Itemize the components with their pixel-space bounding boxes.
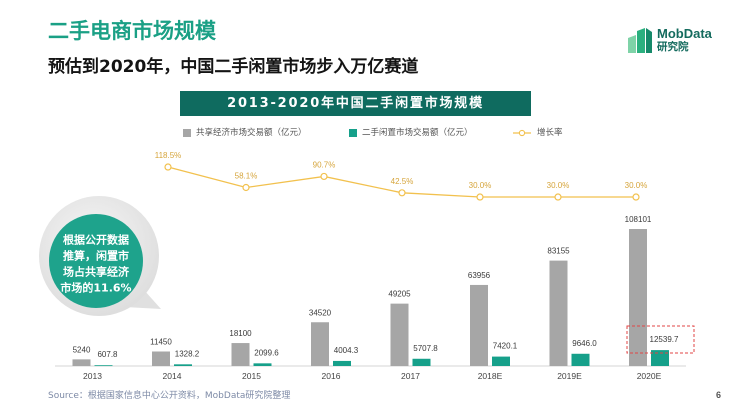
data-label-shared-economy-2019E: 83155 [547, 247, 570, 256]
legend-item-second-hand: 二手闲置市场交易额（亿元） [349, 127, 473, 139]
chart-title-banner: 2013-2020年中国二手闲置市场规模 [180, 91, 531, 116]
bar-second-hand-2017 [412, 358, 431, 366]
bar-shared-economy-2014 [152, 351, 170, 366]
legend-swatch-teal [349, 129, 357, 137]
data-label-second-hand-2013: 607.8 [97, 350, 118, 359]
bar-second-hand-2016 [333, 360, 351, 366]
data-label-shared-economy-2015: 18100 [229, 329, 252, 338]
x-tick-label-2015: 2015 [242, 371, 261, 381]
growth-label-2019E: 30.0% [547, 181, 570, 190]
growth-point-2017 [398, 189, 406, 197]
legend-item-growth-rate: 增长率 [513, 127, 563, 139]
data-label-shared-economy-2017: 49205 [388, 290, 411, 299]
logo-brand: MobData [657, 26, 712, 41]
data-label-second-hand-2014: 1328.2 [175, 349, 200, 358]
growth-point-2018E [476, 193, 484, 201]
growth-label-2015: 58.1% [235, 172, 258, 181]
bar-shared-economy-2017 [390, 303, 409, 366]
x-tick-label-2020E: 2020E [637, 371, 662, 381]
legend-swatch-gray [183, 129, 191, 137]
highlight-dashed-box [626, 325, 695, 354]
data-label-shared-economy-2020E: 108101 [625, 215, 652, 224]
callout-inner-circle [49, 214, 143, 308]
legend-swatch-line [513, 129, 531, 137]
callout-line: 推算，闲置市 [63, 249, 129, 263]
x-tick-label-2017: 2017 [401, 371, 420, 381]
growth-label-2018E: 30.0% [469, 181, 492, 190]
legend-marker [518, 129, 526, 137]
slide-subtitle: 预估到2020年，中国二手闲置市场步入万亿赛道 [48, 57, 419, 77]
data-label-second-hand-2020E: 12539.7 [650, 335, 679, 344]
growth-point-2014 [164, 163, 172, 171]
growth-label-2020E: 30.0% [625, 181, 648, 190]
growth-label-2016: 90.7% [313, 160, 336, 169]
legend-item-shared-economy: 共享经济市场交易额（亿元） [183, 127, 307, 139]
footer-source: Source：根据国家信息中心公开资料，MobData研究院整理 [48, 391, 291, 401]
data-label-second-hand-2015: 2099.6 [254, 348, 279, 357]
logo-sub: 研究院 [657, 41, 689, 53]
callout-bubble: 根据公开数据 推算，闲置市 场占共享经济 市场的11.6% [39, 196, 161, 316]
bar-second-hand-2018E [492, 356, 510, 366]
callout-line: 根据公开数据 [63, 233, 129, 247]
x-tick-label-2016: 2016 [322, 371, 341, 381]
x-tick-label-2018E: 2018E [478, 371, 503, 381]
growth-point-2020E [632, 193, 640, 201]
callout-line: 场占共享经济 [63, 265, 130, 279]
bar-shared-economy-2019E [549, 260, 568, 366]
legend-label: 二手闲置市场交易额（亿元） [362, 128, 473, 138]
growth-point-2015 [242, 183, 250, 192]
data-label-second-hand-2017: 5707.8 [413, 344, 438, 353]
growth-point-2019E [554, 193, 562, 201]
page-number: 6 [716, 390, 722, 400]
mobdata-logo: MobData 研究院 [626, 24, 726, 56]
data-label-shared-economy-2014: 11450 [150, 337, 172, 346]
bar-shared-economy-2020E [629, 229, 647, 366]
logo-building-right [646, 28, 652, 53]
growth-label-2014: 118.5% [155, 151, 182, 160]
bar-shared-economy-2015 [231, 343, 250, 366]
callout-line: 市场的11.6% [60, 281, 131, 295]
logo-building-left [628, 35, 636, 53]
data-label-shared-economy-2016: 34520 [309, 308, 332, 317]
bar-shared-economy-2016 [311, 322, 329, 366]
bar-second-hand-2013 [94, 365, 113, 367]
bar-second-hand-2014 [174, 364, 192, 366]
buildings-logo-icon [628, 28, 652, 53]
bar-second-hand-2019E [571, 353, 590, 366]
growth-label-2017: 42.5% [391, 177, 414, 186]
growth-point-2016 [320, 172, 328, 181]
x-tick-label-2019E: 2019E [557, 371, 582, 381]
bar-shared-economy-2013 [72, 359, 91, 366]
legend-label: 共享经济市场交易额（亿元） [196, 128, 307, 138]
data-label-second-hand-2018E: 7420.1 [493, 342, 518, 351]
legend-label: 增长率 [537, 128, 563, 138]
slide-title: 二手电商市场规模 [48, 19, 216, 43]
bar-second-hand-2015 [253, 363, 272, 366]
x-tick-label-2013: 2013 [83, 371, 102, 381]
bar-shared-economy-2018E [470, 284, 488, 366]
data-label-second-hand-2019E: 9646.0 [572, 339, 597, 348]
data-label-second-hand-2016: 4004.3 [334, 346, 359, 355]
bar-second-hand-2020E [651, 350, 669, 366]
data-label-shared-economy-2018E: 63956 [468, 271, 491, 280]
logo-building-middle [637, 28, 645, 53]
x-tick-label-2014: 2014 [163, 371, 182, 381]
data-label-shared-economy-2013: 5240 [73, 345, 91, 354]
chart-marks: 5240 11450 18100 34520 49205 63956 83155 108101… [55, 151, 686, 381]
